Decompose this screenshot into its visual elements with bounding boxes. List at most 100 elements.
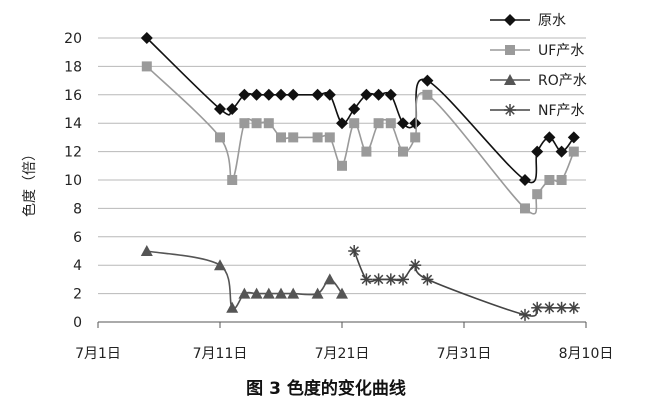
series-1 (141, 61, 579, 215)
data-point-1-17 (422, 89, 433, 100)
data-point-1-20 (544, 175, 555, 185)
data-point-0-10 (336, 117, 348, 130)
legend-entry-3: NF产水 (490, 103, 585, 119)
data-point-2-1 (214, 259, 226, 271)
data-point-0-17 (421, 74, 434, 87)
y-tick-label-14: 14 (64, 116, 82, 132)
data-point-3-5 (409, 259, 422, 272)
data-point-2-3 (238, 287, 251, 299)
data-point-2-7 (287, 287, 300, 299)
data-point-0-15 (397, 117, 409, 130)
legend-marker-0 (504, 14, 516, 26)
data-point-1-19 (532, 189, 543, 200)
data-point-1-10 (337, 160, 347, 171)
data-point-0-19 (531, 145, 544, 158)
data-point-0-6 (275, 88, 287, 101)
data-point-2-4 (250, 287, 263, 299)
data-point-0-3 (238, 88, 251, 101)
data-point-0-1 (214, 103, 226, 115)
data-point-1-0 (141, 61, 152, 72)
data-point-1-16 (410, 132, 421, 143)
data-point-0-14 (384, 88, 397, 101)
data-point-1-5 (263, 118, 274, 129)
legend-label-2: RO产水 (538, 73, 587, 89)
data-point-0-0 (140, 32, 153, 44)
axes: 0 2 4 6 8 10 12 14 16 18 20 7月1日 7月11日 7月21日 7月31日 8月10… (64, 31, 613, 362)
data-point-0-20 (543, 131, 556, 144)
data-point-2-10 (336, 287, 348, 299)
y-tick-label-0: 0 (73, 315, 82, 331)
data-point-1-7 (288, 132, 299, 143)
series-line-1 (146, 65, 575, 215)
data-point-1-9 (324, 132, 335, 143)
data-point-1-4 (251, 118, 262, 129)
y-tick-label-12: 12 (64, 145, 82, 161)
data-point-0-22 (567, 131, 580, 144)
data-point-2-2 (226, 301, 239, 313)
data-point-1-11 (349, 118, 360, 129)
data-point-1-1 (215, 132, 225, 143)
data-point-0-4 (250, 88, 263, 101)
series-2 (140, 245, 348, 313)
y-tick-label-2: 2 (73, 287, 82, 303)
legend: 原水 UF产水 RO产水 NF产水 (490, 13, 587, 119)
data-point-3-10 (555, 301, 568, 314)
data-point-2-9 (323, 273, 336, 285)
series-line-2 (146, 250, 343, 310)
data-point-3-7 (519, 308, 531, 321)
data-point-1-12 (361, 146, 372, 157)
data-point-0-21 (555, 145, 568, 158)
data-point-0-12 (360, 88, 373, 101)
series-layer (140, 32, 580, 321)
legend-label-1: UF产水 (538, 43, 584, 59)
data-point-2-0 (140, 245, 153, 256)
x-tick-label-1: 7月11日 (193, 346, 248, 362)
y-tick-label-8: 8 (73, 201, 82, 217)
x-tick-label-3: 7月31日 (437, 346, 492, 362)
data-point-1-13 (373, 118, 384, 129)
y-tick-label-6: 6 (73, 230, 82, 246)
data-point-3-0 (348, 245, 361, 257)
data-point-0-7 (287, 88, 300, 101)
data-point-0-9 (323, 88, 336, 101)
data-point-2-8 (311, 287, 324, 299)
data-point-3-8 (531, 301, 544, 314)
data-point-1-3 (239, 118, 250, 129)
data-point-2-5 (262, 287, 275, 299)
data-point-0-5 (262, 88, 275, 101)
y-tick-label-4: 4 (73, 258, 82, 274)
y-axis-label: 色度（倍） (21, 147, 38, 217)
data-point-3-2 (372, 273, 385, 286)
data-point-1-8 (312, 132, 323, 143)
data-point-3-9 (543, 301, 556, 314)
data-point-1-18 (520, 203, 530, 214)
data-point-0-11 (348, 103, 361, 115)
data-point-3-11 (567, 301, 580, 314)
data-point-0-13 (372, 88, 385, 101)
data-point-3-1 (360, 273, 373, 286)
legend-entry-2: RO产水 (490, 73, 587, 89)
data-point-0-16 (409, 117, 422, 130)
data-point-3-3 (384, 273, 397, 286)
legend-label-0: 原水 (538, 13, 566, 29)
data-point-2-6 (275, 287, 287, 299)
y-tick-label-18: 18 (64, 59, 82, 75)
data-point-1-15 (398, 146, 408, 157)
y-tick-label-10: 10 (64, 173, 82, 189)
data-point-1-22 (568, 146, 579, 157)
data-point-0-8 (311, 88, 324, 101)
legend-label-3: NF产水 (538, 103, 585, 119)
data-point-1-2 (227, 175, 238, 185)
data-point-0-18 (519, 174, 531, 186)
legend-marker-1 (505, 45, 515, 55)
figure-caption: 图 3 色度的变化曲线 (246, 378, 406, 399)
data-point-1-14 (385, 118, 396, 129)
grid (98, 37, 586, 323)
legend-entry-0: 原水 (490, 13, 566, 29)
legend-marker-2 (504, 74, 516, 85)
data-point-1-21 (556, 175, 567, 185)
legend-marker-3 (504, 104, 516, 116)
series-3 (348, 245, 580, 321)
